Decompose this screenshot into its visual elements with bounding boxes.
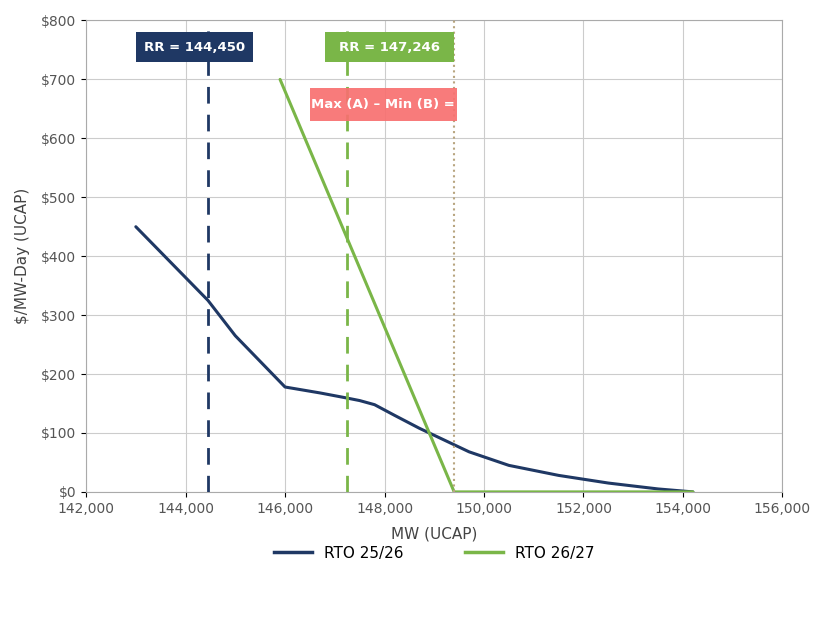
- Bar: [325, 32, 454, 62]
- Text: RR = 147,246: RR = 147,246: [339, 40, 440, 53]
- Y-axis label: $/MW-Day (UCAP): $/MW-Day (UCAP): [15, 188, 30, 324]
- X-axis label: MW (UCAP): MW (UCAP): [391, 527, 477, 542]
- Bar: [310, 88, 457, 121]
- Text: RR = 144,450: RR = 144,450: [144, 40, 244, 53]
- Legend: RTO 25/26, RTO 26/27: RTO 25/26, RTO 26/27: [268, 539, 601, 567]
- Text: Max (A) – Min (B) =: Max (A) – Min (B) =: [311, 98, 455, 111]
- Bar: [135, 32, 253, 62]
